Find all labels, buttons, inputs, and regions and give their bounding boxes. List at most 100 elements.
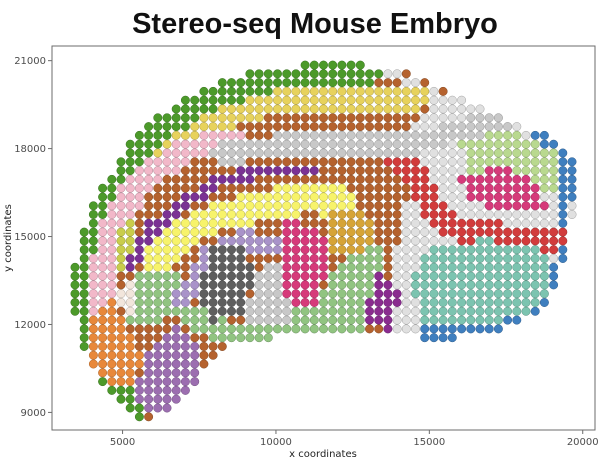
data-point <box>558 201 568 211</box>
data-point <box>549 254 559 263</box>
data-point <box>466 227 476 237</box>
data-point <box>107 298 117 307</box>
data-point <box>355 245 365 255</box>
data-point <box>125 236 135 246</box>
data-point <box>70 280 80 290</box>
data-point <box>162 245 172 255</box>
data-point <box>346 254 356 263</box>
data-point <box>466 298 476 307</box>
data-point <box>144 385 154 395</box>
data-point <box>355 227 365 237</box>
data-point <box>328 306 338 316</box>
data-point <box>199 254 209 263</box>
data-point <box>162 236 172 246</box>
data-point <box>98 280 108 290</box>
data-point <box>208 130 218 140</box>
data-point <box>107 306 117 316</box>
data-point <box>199 298 209 307</box>
data-point <box>401 289 411 299</box>
data-point <box>273 104 282 114</box>
data-point <box>392 280 402 290</box>
data-point <box>88 342 98 351</box>
data-point <box>365 95 374 105</box>
data-point <box>227 324 236 334</box>
data-point <box>190 157 200 167</box>
data-point <box>411 122 420 132</box>
data-point <box>236 86 246 96</box>
data-point <box>125 403 135 413</box>
data-point <box>153 262 163 272</box>
data-point <box>171 174 181 184</box>
data-point <box>429 289 439 299</box>
data-point <box>484 236 494 246</box>
data-point <box>180 218 190 228</box>
data-point <box>88 245 98 255</box>
data-point <box>190 262 200 272</box>
data-point <box>429 166 439 176</box>
data-point <box>245 254 255 263</box>
data-point <box>88 315 98 325</box>
data-point <box>355 104 365 114</box>
data-point <box>512 315 522 325</box>
data-point <box>475 262 485 272</box>
data-point <box>153 298 163 307</box>
data-point <box>420 95 430 105</box>
data-point <box>365 245 374 255</box>
data-point <box>98 324 108 334</box>
data-point <box>337 174 347 184</box>
data-point <box>199 174 209 184</box>
data-point <box>466 254 476 263</box>
data-point <box>521 210 531 219</box>
data-point <box>162 342 172 351</box>
data-point <box>337 315 347 325</box>
data-point <box>447 245 457 255</box>
data-point <box>374 104 384 114</box>
data-point <box>530 130 540 140</box>
data-point <box>144 412 154 422</box>
data-point <box>493 192 503 202</box>
data-point <box>420 280 430 290</box>
data-point <box>162 324 172 334</box>
data-point <box>337 148 347 158</box>
data-point <box>208 315 218 325</box>
data-point <box>401 183 411 193</box>
data-point <box>134 236 144 246</box>
data-point <box>171 157 181 167</box>
data-point <box>383 227 393 237</box>
data-point <box>162 289 172 299</box>
data-point <box>217 227 227 237</box>
data-point <box>273 236 282 246</box>
data-point <box>457 254 467 263</box>
data-point <box>125 350 135 360</box>
data-point <box>319 245 328 255</box>
data-point <box>291 78 301 88</box>
data-point <box>512 122 522 132</box>
data-point <box>309 262 319 272</box>
data-point <box>208 201 218 211</box>
data-point <box>144 130 154 140</box>
data-point <box>383 148 393 158</box>
data-point <box>355 183 365 193</box>
data-point <box>98 315 108 325</box>
data-point <box>254 174 264 184</box>
data-point <box>466 210 476 219</box>
data-point <box>475 139 485 149</box>
data-point <box>134 166 144 176</box>
data-point <box>171 368 181 378</box>
data-point <box>401 78 411 88</box>
data-point <box>291 201 301 211</box>
data-point <box>79 324 89 334</box>
data-point <box>273 227 282 237</box>
data-point <box>328 201 338 211</box>
data-point <box>236 245 246 255</box>
data-point <box>411 139 420 149</box>
data-point <box>567 201 577 211</box>
data-point <box>208 245 218 255</box>
data-point <box>125 148 135 158</box>
data-point <box>374 139 384 149</box>
data-point <box>466 130 476 140</box>
data-point <box>420 78 430 88</box>
data-point <box>236 139 246 149</box>
data-point <box>254 333 264 343</box>
data-point <box>245 113 255 123</box>
